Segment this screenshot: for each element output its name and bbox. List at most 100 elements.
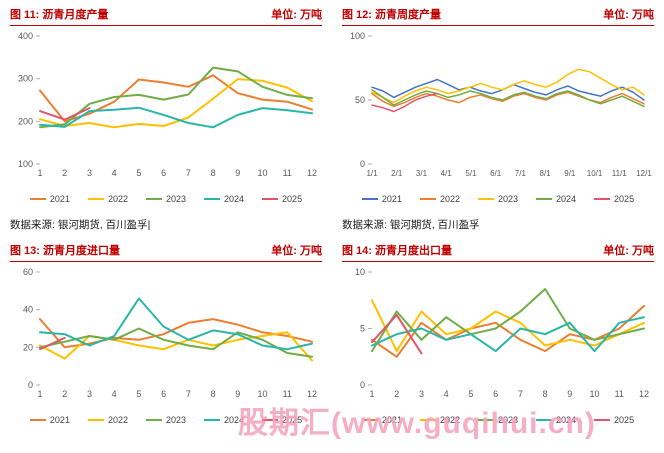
svg-text:7/1: 7/1 <box>515 169 527 178</box>
legend-line-marker <box>477 198 494 200</box>
svg-text:2: 2 <box>394 389 399 399</box>
legend-label: 2022 <box>107 194 128 204</box>
svg-text:2/1: 2/1 <box>391 169 403 178</box>
legend-item-2023: 2023 <box>145 415 187 425</box>
svg-text:9: 9 <box>235 389 240 399</box>
legend-item-2021: 2021 <box>361 415 402 425</box>
figure-14-panel: 图 14: 沥青月度出口量 单位: 万吨 0 5 10 1 2 3 4 5 6 7 8 9 10 11 12… <box>332 236 664 453</box>
svg-text:10: 10 <box>258 168 268 178</box>
legend-line-marker <box>87 198 104 200</box>
legend-item-2023: 2023 <box>145 194 186 204</box>
figure-13-panel: 图 13: 沥青月度进口量 单位: 万吨 0 20 40 60 1 2 3 4 5 6 7 8 9 10 1… <box>0 236 332 453</box>
svg-text:9: 9 <box>567 389 572 399</box>
legend-item-2022: 2022 <box>87 415 128 425</box>
legend-line-marker <box>262 198 279 200</box>
figure-grid-top: 图 11: 沥青月度产量 单位: 万吨 100 200 300 400 1 2 3 4 5 6 7 8… <box>0 0 664 210</box>
legend-item-2022: 2022 <box>419 194 460 204</box>
legend-item-2023: 2023 <box>477 415 519 425</box>
svg-text:60: 60 <box>23 267 33 277</box>
legend-item-2025: 2025 <box>262 194 302 204</box>
svg-text:7: 7 <box>518 389 523 399</box>
figure-12-legend: 2021 2022 2023 2024 2025 <box>342 194 654 204</box>
svg-text:1: 1 <box>37 389 42 399</box>
figure-13-unit: 单位: 万吨 <box>271 245 322 257</box>
svg-text:12: 12 <box>307 389 317 399</box>
legend-line-marker <box>204 419 221 421</box>
svg-text:3: 3 <box>419 389 424 399</box>
svg-text:300: 300 <box>18 74 33 84</box>
svg-text:8: 8 <box>211 389 216 399</box>
legend-label: 2022 <box>439 415 460 425</box>
figure-grid-bottom: 图 13: 沥青月度进口量 单位: 万吨 0 20 40 60 1 2 3 4 5 6 7 8 9 10 1… <box>0 236 664 453</box>
legend-line-marker <box>419 419 436 421</box>
figure-12-unit: 单位: 万吨 <box>603 9 654 21</box>
legend-label: 2021 <box>49 415 70 425</box>
legend-label: 2023 <box>497 415 519 425</box>
legend-label: 2025 <box>614 194 635 204</box>
svg-text:5/1: 5/1 <box>465 169 477 178</box>
svg-text:40: 40 <box>23 305 33 315</box>
legend-label: 2025 <box>282 415 303 425</box>
legend-item-2025: 2025 <box>594 194 634 204</box>
svg-text:0: 0 <box>360 159 365 169</box>
svg-text:10/1: 10/1 <box>587 169 603 178</box>
figure-11-panel: 图 11: 沥青月度产量 单位: 万吨 100 200 300 400 1 2 3 4 5 6 7 8… <box>0 0 332 210</box>
legend-label: 2021 <box>381 415 402 425</box>
svg-text:3/1: 3/1 <box>416 169 428 178</box>
svg-text:3: 3 <box>87 389 92 399</box>
svg-text:20: 20 <box>23 342 33 352</box>
svg-text:10: 10 <box>258 389 268 399</box>
legend-line-marker <box>29 198 46 200</box>
svg-text:12: 12 <box>639 389 649 399</box>
legend-item-2024: 2024 <box>536 415 576 425</box>
svg-text:0: 0 <box>28 380 33 390</box>
legend-item-2021: 2021 <box>361 194 402 204</box>
figure-14-unit: 单位: 万吨 <box>603 245 654 257</box>
svg-text:6: 6 <box>493 389 498 399</box>
svg-text:5: 5 <box>136 389 141 399</box>
figure-12-panel: 图 12: 沥青周度产量 单位: 万吨 0 50 100 1/1 2/1 3/1 4/1 5/… <box>332 0 664 210</box>
svg-text:4: 4 <box>112 168 117 178</box>
svg-text:7: 7 <box>186 168 191 178</box>
figure-13-legend: 2021 2022 2023 2024 2025 <box>10 415 322 425</box>
svg-text:5: 5 <box>136 168 141 178</box>
legend-line-marker <box>594 419 611 421</box>
data-source-left: 数据来源: 银河期货, 百川盈孚| <box>10 219 151 231</box>
svg-text:11: 11 <box>283 168 292 178</box>
legend-label: 2024 <box>556 194 577 204</box>
legend-item-2024: 2024 <box>204 194 244 204</box>
legend-label: 2025 <box>282 194 303 204</box>
legend-label: 2022 <box>107 415 128 425</box>
legend-label: 2024 <box>224 194 245 204</box>
svg-text:10: 10 <box>355 267 365 277</box>
legend-label: 2021 <box>49 194 70 204</box>
svg-text:6: 6 <box>161 168 166 178</box>
svg-text:7: 7 <box>186 389 191 399</box>
svg-text:1: 1 <box>369 389 374 399</box>
svg-text:2: 2 <box>62 389 67 399</box>
svg-text:3: 3 <box>87 168 92 178</box>
svg-text:4: 4 <box>444 389 449 399</box>
svg-text:10: 10 <box>590 389 600 399</box>
svg-text:8: 8 <box>543 389 548 399</box>
legend-item-2021: 2021 <box>29 415 70 425</box>
svg-text:5: 5 <box>468 389 473 399</box>
figure-14-legend: 2021 2022 2023 2024 2025 <box>342 415 654 425</box>
svg-text:400: 400 <box>18 31 33 41</box>
figure-11-unit: 单位: 万吨 <box>271 9 322 21</box>
figure-12-title: 图 12: 沥青周度产量 <box>342 9 442 21</box>
svg-text:11: 11 <box>283 389 292 399</box>
legend-label: 2022 <box>439 194 460 204</box>
legend-line-marker <box>536 198 553 200</box>
svg-text:9: 9 <box>235 168 240 178</box>
legend-label: 2024 <box>556 415 577 425</box>
legend-label: 2023 <box>165 415 187 425</box>
data-source-row: 数据来源: 银河期货, 百川盈孚| 数据来源: 银河期货, 百川盈孚 <box>0 210 664 236</box>
legend-label: 2023 <box>497 194 519 204</box>
svg-text:5: 5 <box>360 324 365 334</box>
svg-text:4/1: 4/1 <box>441 169 453 178</box>
svg-text:100: 100 <box>18 159 33 169</box>
svg-text:1/1: 1/1 <box>366 169 378 178</box>
svg-text:4: 4 <box>112 389 117 399</box>
svg-text:12: 12 <box>307 168 317 178</box>
